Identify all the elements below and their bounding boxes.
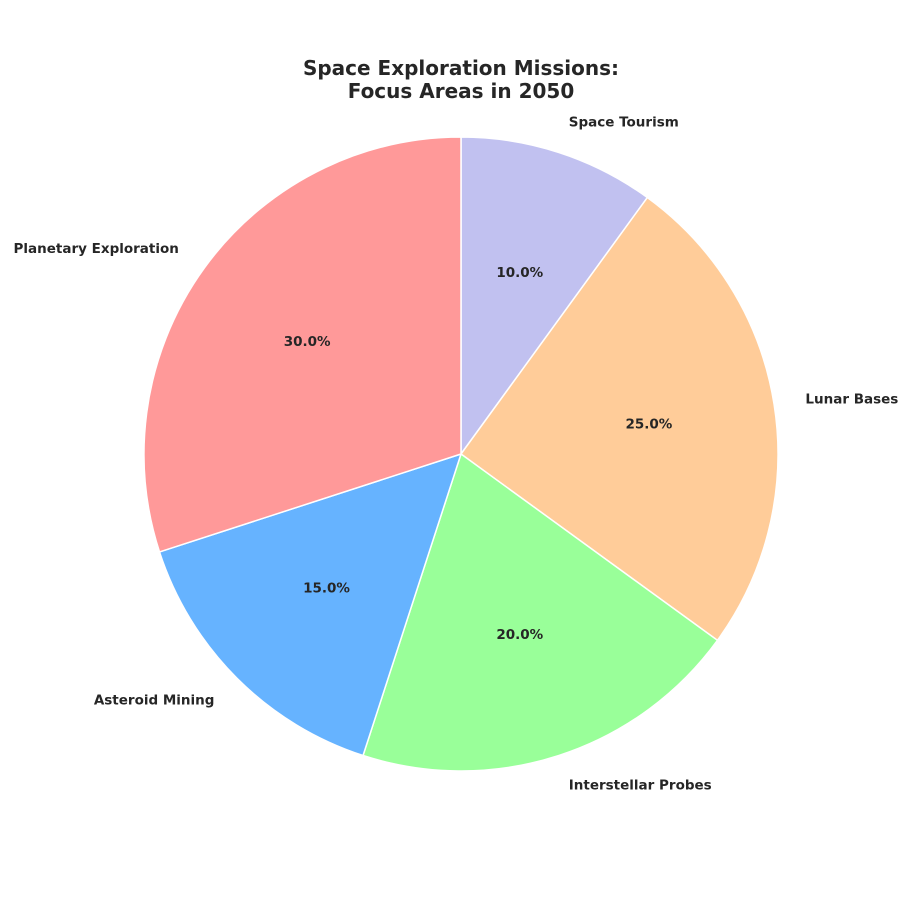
slice-label-interstellar-probes: Interstellar Probes [569,778,712,794]
slice-label-asteroid-mining: Asteroid Mining [94,693,215,709]
pie-slice-interstellar-probes [362,453,719,772]
chart-title-line-2: Focus Areas in 2050 [347,79,575,103]
pct-label-space-tourism: 10.0% [496,265,543,281]
chart-title: Space Exploration Missions: Focus Areas … [261,57,661,103]
slice-label-lunar-bases: Lunar Bases [805,391,898,407]
pct-label-asteroid-mining: 15.0% [303,580,350,596]
slice-label-planetary-exploration: Planetary Exploration [14,241,179,257]
pie-slice-planetary-exploration [143,136,462,553]
pie-slice-asteroid-mining [158,453,462,757]
slice-label-space-tourism: Space Tourism [569,114,679,130]
pct-label-interstellar-probes: 20.0% [496,627,543,643]
pie-slice-space-tourism [460,136,649,455]
pct-label-lunar-bases: 25.0% [625,416,672,432]
chart-title-line-1: Space Exploration Missions: [302,56,620,80]
pie-slice-lunar-bases [460,196,779,642]
pct-label-planetary-exploration: 30.0% [284,334,331,350]
